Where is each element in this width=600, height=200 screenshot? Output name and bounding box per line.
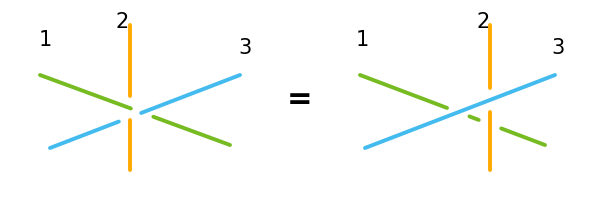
Text: 2: 2 (115, 12, 128, 32)
Text: =: = (287, 86, 313, 114)
Text: 3: 3 (238, 38, 251, 58)
Text: 2: 2 (476, 12, 490, 32)
Text: 1: 1 (38, 30, 52, 50)
Text: 1: 1 (355, 30, 368, 50)
Text: 3: 3 (551, 38, 565, 58)
